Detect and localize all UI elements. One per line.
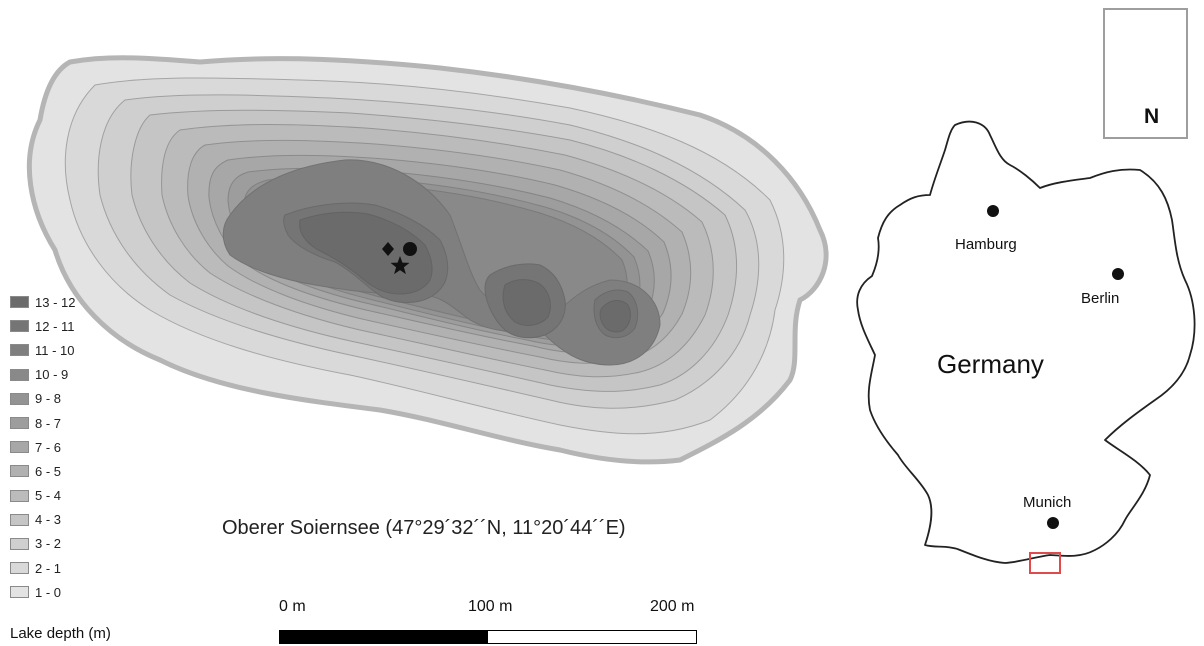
- diamond-marker-icon: [382, 242, 394, 256]
- legend-item: 8 - 7: [10, 411, 160, 435]
- legend-label: 2 - 1: [35, 560, 62, 576]
- legend-swatch: [10, 537, 29, 550]
- scale-label-200: 200 m: [650, 598, 695, 615]
- legend-item: 4 - 3: [10, 508, 160, 532]
- legend-label: 5 - 4: [35, 488, 62, 504]
- legend-swatch: [10, 586, 29, 599]
- legend-label: 1 - 0: [35, 584, 62, 600]
- country-label: Germany: [937, 349, 1044, 379]
- legend-swatch: [10, 417, 29, 430]
- city-dot-hamburg: [987, 205, 999, 217]
- germany-outline: [856, 120, 1196, 564]
- legend-swatch: [10, 320, 29, 333]
- legend-label: 4 - 3: [35, 512, 62, 528]
- legend-label: 11 - 10: [35, 342, 75, 358]
- lake-caption: Oberer Soiernsee (47°29´32´´N, 11°20´44´…: [222, 517, 626, 539]
- city-dot-berlin: [1112, 268, 1124, 280]
- legend-item: 7 - 6: [10, 435, 160, 459]
- scale-bar-white-segment: [487, 630, 697, 644]
- legend-item: 10 - 9: [10, 363, 160, 387]
- sampling-sites: [382, 242, 417, 275]
- legend-item: 12 - 11: [10, 314, 160, 338]
- depth-legend: 13 - 12 12 - 11 11 - 10 10 - 9 9 - 8 8 - 7 7 -…: [10, 290, 160, 604]
- legend-label: 10 - 9: [35, 367, 69, 383]
- city-dot-munich: [1047, 517, 1059, 529]
- legend-item: 3 - 2: [10, 532, 160, 556]
- star-marker-icon: [390, 256, 410, 275]
- study-area-locator: [1029, 552, 1061, 574]
- legend-label: 8 - 7: [35, 415, 62, 431]
- legend-item: 5 - 4: [10, 484, 160, 508]
- legend-label: 6 - 5: [35, 463, 62, 479]
- legend-swatch: [10, 344, 29, 357]
- legend-item: 11 - 10: [10, 338, 160, 362]
- legend-label: 3 - 2: [35, 536, 62, 552]
- north-arrow-box: [1103, 8, 1188, 139]
- legend-label: 9 - 8: [35, 391, 62, 407]
- scale-label-100: 100 m: [468, 598, 513, 615]
- legend-label: 7 - 6: [35, 439, 62, 455]
- legend-item: 9 - 8: [10, 387, 160, 411]
- city-label-munich: Munich: [1023, 494, 1072, 511]
- legend-item: 2 - 1: [10, 556, 160, 580]
- city-label-hamburg: Hamburg: [955, 236, 1017, 253]
- legend-swatch: [10, 368, 29, 381]
- legend-swatch: [10, 392, 29, 405]
- city-label-berlin: Berlin: [1081, 290, 1120, 307]
- legend-swatch: [10, 441, 29, 454]
- germany-inset: [856, 120, 1196, 574]
- legend-swatch: [10, 465, 29, 478]
- legend-swatch: [10, 562, 29, 575]
- legend-title: Lake depth (m): [10, 625, 111, 642]
- scale-label-0: 0 m: [279, 598, 306, 615]
- legend-item: 6 - 5: [10, 459, 160, 483]
- lake-bathymetry: [26, 55, 829, 465]
- legend-item: 13 - 12: [10, 290, 160, 314]
- legend-swatch: [10, 489, 29, 502]
- north-label: N: [1144, 105, 1160, 128]
- circle-marker-icon: [403, 242, 417, 256]
- legend-swatch: [10, 296, 29, 309]
- legend-label: 12 - 11: [35, 318, 75, 334]
- legend-label: 13 - 12: [35, 294, 76, 310]
- depth-zone-13-12: [299, 211, 631, 333]
- scale-bar-black-segment: [279, 630, 489, 644]
- legend-item: 1 - 0: [10, 580, 160, 604]
- legend-swatch: [10, 513, 29, 526]
